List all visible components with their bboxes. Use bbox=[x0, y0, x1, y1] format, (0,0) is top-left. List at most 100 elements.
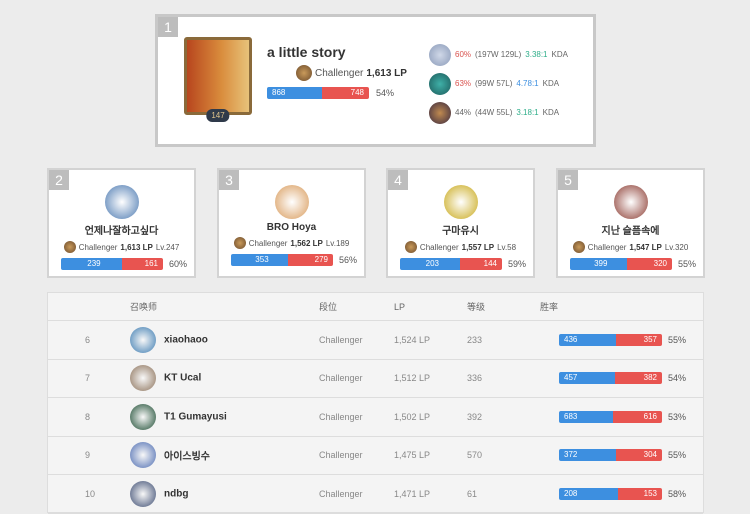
kda-label: KDA bbox=[542, 79, 560, 88]
winrate-percent: 56% bbox=[339, 255, 358, 265]
winrate: 208 153 58% bbox=[559, 487, 686, 500]
lp-value: 1,613 LP bbox=[366, 67, 407, 79]
lp: 1,512 LP bbox=[394, 373, 431, 384]
rank-badge: 1 bbox=[158, 17, 178, 37]
level: 336 bbox=[467, 373, 483, 384]
lp: 1,475 LP bbox=[394, 450, 431, 461]
table-row[interactable]: 10 ndbg Challenger 1,471 LP 61 208 153 58% bbox=[48, 475, 703, 514]
tier-info: Challenger 1,613 LP Lv.247 bbox=[49, 241, 194, 253]
header-tier: 段位 bbox=[319, 302, 338, 312]
winrate: 353 279 56% bbox=[231, 254, 364, 266]
summoner-name[interactable]: KT Ucal bbox=[164, 372, 202, 384]
level: 61 bbox=[467, 488, 478, 499]
champion-kda: 3.18:1 bbox=[516, 108, 539, 117]
wins-bar: 372 bbox=[559, 449, 616, 462]
summoner-name[interactable]: a little story bbox=[267, 44, 346, 60]
tier: Challenger bbox=[319, 373, 363, 384]
tier-info: Challenger 1,547 LP Lv.320 bbox=[558, 241, 703, 253]
challenger-emblem-icon bbox=[296, 65, 312, 81]
losses-bar: 616 bbox=[613, 410, 662, 423]
winrate: 203 144 59% bbox=[400, 258, 533, 270]
player-card[interactable]: 2 언제나잘하고싶다 Challenger 1,613 LP Lv.247 239 161 6… bbox=[47, 168, 196, 278]
winloss-bar: 239 161 bbox=[61, 258, 163, 270]
wins-bar: 436 bbox=[559, 333, 616, 346]
table-row[interactable]: 6 xiaohaoo Challenger 1,524 LP 233 436 357 55% bbox=[48, 321, 703, 360]
summoner-name[interactable]: BRO Hoya bbox=[266, 222, 317, 233]
level-value: Lv.247 bbox=[155, 242, 180, 252]
winloss-bar: 208 153 bbox=[559, 487, 662, 500]
table-row[interactable]: 7 KT Ucal Challenger 1,512 LP 336 457 382 54% bbox=[48, 360, 703, 398]
profile-icon bbox=[443, 185, 478, 219]
winrate: 683 616 53% bbox=[559, 410, 687, 423]
winrate: 868 748 54% bbox=[267, 87, 394, 99]
most-played-champions: 60% (197W 129L) 3.38:1 KDA 63% (99W 57L) 4.78:… bbox=[429, 40, 568, 127]
summoner-name[interactable]: 언제나잘하고싶다 bbox=[84, 226, 159, 237]
wins-bar: 683 bbox=[559, 410, 614, 423]
champion-kda: 4.78:1 bbox=[516, 79, 539, 88]
challenger-emblem-icon bbox=[233, 237, 246, 249]
challenger-emblem-icon bbox=[404, 241, 417, 253]
lp: 1,524 LP bbox=[394, 334, 431, 345]
ranking-table: 召唤师 段位 LP 等级 胜率 6 xiaohaoo Challenger 1,524… bbox=[47, 292, 704, 514]
lp-value: 1,547 LP bbox=[629, 242, 662, 252]
lp: 1,502 LP bbox=[394, 411, 431, 422]
summoner-name[interactable]: 지난 슬픔속에 bbox=[601, 226, 660, 237]
profile-icon bbox=[613, 185, 648, 219]
level-value: Lv.189 bbox=[325, 238, 350, 248]
winrate: 457 382 54% bbox=[559, 372, 686, 385]
champion-icon bbox=[429, 101, 451, 124]
level: 570 bbox=[467, 450, 483, 461]
table-row[interactable]: 8 T1 Gumayusi Challenger 1,502 LP 392 683 616 5… bbox=[48, 398, 703, 437]
losses-bar: 357 bbox=[615, 333, 662, 346]
lp-value: 1,557 LP bbox=[461, 242, 495, 252]
player-card[interactable]: 3 BRO Hoya Challenger 1,562 LP Lv.189 353 279 5… bbox=[217, 168, 366, 278]
winrate: 372 304 55% bbox=[559, 449, 686, 462]
summoner-name[interactable]: 아이스빙수 bbox=[164, 451, 210, 463]
wins-bar: 203 bbox=[400, 258, 460, 270]
champion-winrate: 63% bbox=[455, 79, 472, 88]
wins-bar: 868 bbox=[267, 87, 322, 99]
wins-bar: 208 bbox=[559, 487, 619, 500]
wins-bar: 399 bbox=[570, 258, 627, 270]
profile-icon bbox=[104, 185, 139, 219]
rank: 9 bbox=[85, 450, 91, 461]
header-summoner: 召唤师 bbox=[130, 302, 158, 312]
player-card[interactable]: 4 구마유시 Challenger 1,557 LP Lv.58 203 144 59% bbox=[386, 168, 535, 278]
table-row[interactable]: 9 아이스빙수 Challenger 1,475 LP 570 372 304 55% bbox=[48, 437, 703, 475]
champion-stat[interactable]: 60% (197W 129L) 3.38:1 KDA bbox=[429, 40, 568, 69]
summoner-name[interactable]: T1 Gumayusi bbox=[164, 411, 227, 423]
champion-stat[interactable]: 44% (44W 55L) 3.18:1 KDA bbox=[429, 98, 568, 127]
winrate-percent: 53% bbox=[668, 411, 687, 422]
wins-bar: 353 bbox=[231, 254, 288, 266]
rank-badge: 2 bbox=[49, 170, 69, 190]
summoner-name[interactable]: xiaohaoo bbox=[164, 334, 208, 346]
top-player-card[interactable]: 1 147 a little story Challenger 1,613 LP … bbox=[155, 14, 596, 147]
winloss-bar: 399 320 bbox=[570, 258, 672, 270]
profile-icon bbox=[130, 365, 156, 392]
level-badge: 147 bbox=[206, 109, 230, 122]
summoner-name[interactable]: ndbg bbox=[164, 488, 189, 500]
wins-bar: 239 bbox=[61, 258, 122, 270]
champion-stat[interactable]: 63% (99W 57L) 4.78:1 KDA bbox=[429, 69, 568, 98]
player-card[interactable]: 5 지난 슬픔속에 Challenger 1,547 LP Lv.320 399 320 55… bbox=[556, 168, 705, 278]
champion-kda: 3.38:1 bbox=[525, 50, 548, 59]
header-lp: LP bbox=[394, 301, 406, 312]
lp: 1,471 LP bbox=[394, 488, 431, 499]
rank: 6 bbox=[85, 334, 91, 345]
tier-label: Challenger bbox=[419, 242, 459, 252]
rank: 8 bbox=[85, 411, 91, 422]
losses-bar: 153 bbox=[618, 487, 662, 500]
tier: Challenger bbox=[319, 488, 363, 499]
tier: Challenger bbox=[319, 411, 363, 422]
summoner-name[interactable]: 구마유시 bbox=[442, 226, 479, 237]
winrate: 239 161 60% bbox=[61, 258, 194, 270]
losses-bar: 748 bbox=[321, 87, 369, 99]
winloss-bar: 868 748 bbox=[267, 87, 369, 99]
level-value: Lv.320 bbox=[664, 242, 689, 252]
level: 233 bbox=[467, 334, 483, 345]
kda-label: KDA bbox=[542, 108, 560, 117]
tier-label: Challenger bbox=[315, 67, 364, 79]
table-header: 召唤师 段位 LP 等级 胜率 bbox=[48, 293, 703, 321]
lp-value: 1,562 LP bbox=[290, 238, 323, 248]
tier-label: Challenger bbox=[248, 238, 288, 248]
